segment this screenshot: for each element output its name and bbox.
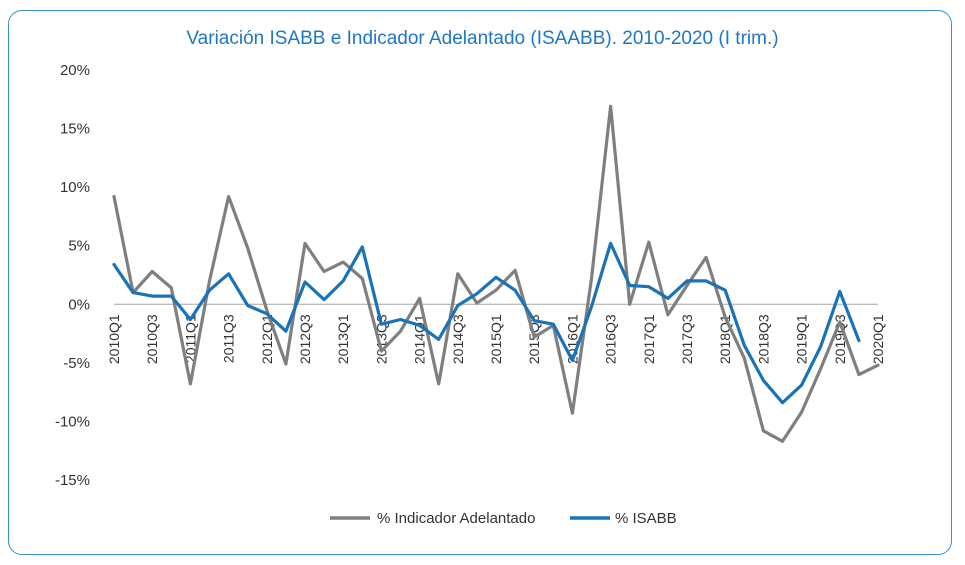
y-tick-label: 15% xyxy=(60,121,90,138)
x-tick-label: 2017Q3 xyxy=(679,314,695,364)
x-tick-label: 2010Q1 xyxy=(106,314,122,364)
x-tick-label: 2011Q1 xyxy=(182,314,198,363)
x-tick-label: 2019Q3 xyxy=(832,314,848,364)
x-tick-label: 2020Q1 xyxy=(870,314,886,364)
x-tick-label: 2012Q1 xyxy=(259,314,275,364)
y-axis-ticks: -15% -10% -5% 0% 5% 10% 15% 20% xyxy=(55,62,90,489)
y-tick-label: 5% xyxy=(68,238,90,255)
series-line-1 xyxy=(112,241,861,405)
legend-label-0: % Indicador Adelantado xyxy=(377,510,535,527)
y-tick-label: 20% xyxy=(60,62,90,79)
x-tick-label: 2018Q3 xyxy=(755,314,771,364)
x-tick-label: 2010Q3 xyxy=(144,314,160,364)
x-tick-label: 2015Q1 xyxy=(488,314,504,364)
x-tick-label: 2019Q1 xyxy=(794,314,810,364)
y-tick-label: -15% xyxy=(55,472,90,489)
x-tick-label: 2011Q3 xyxy=(221,314,237,363)
y-tick-label: -10% xyxy=(55,413,90,430)
x-axis-ticks: 2010Q1 2010Q3 2011Q1 2011Q3 2012Q1 2012Q3 2013… xyxy=(106,314,886,364)
y-tick-label: 10% xyxy=(60,179,90,196)
series-lines xyxy=(112,104,880,443)
chart-title: Variación ISABB e Indicador Adelantado (… xyxy=(186,28,779,49)
x-tick-label: 2017Q1 xyxy=(641,314,657,364)
series-line-0 xyxy=(112,104,880,443)
x-tick-label: 2018Q1 xyxy=(717,314,733,364)
x-tick-label: 2013Q3 xyxy=(373,314,389,364)
x-tick-label: 2013Q1 xyxy=(335,314,351,364)
x-tick-label: 2016Q3 xyxy=(603,314,619,364)
legend-label-1: % ISABB xyxy=(615,510,677,527)
legend: % Indicador Adelantado % ISABB xyxy=(330,510,677,527)
y-tick-label: -5% xyxy=(63,355,90,372)
x-tick-label: 2012Q3 xyxy=(297,314,313,364)
x-tick-label: 2014Q3 xyxy=(450,314,466,364)
y-tick-label: 0% xyxy=(68,296,90,313)
